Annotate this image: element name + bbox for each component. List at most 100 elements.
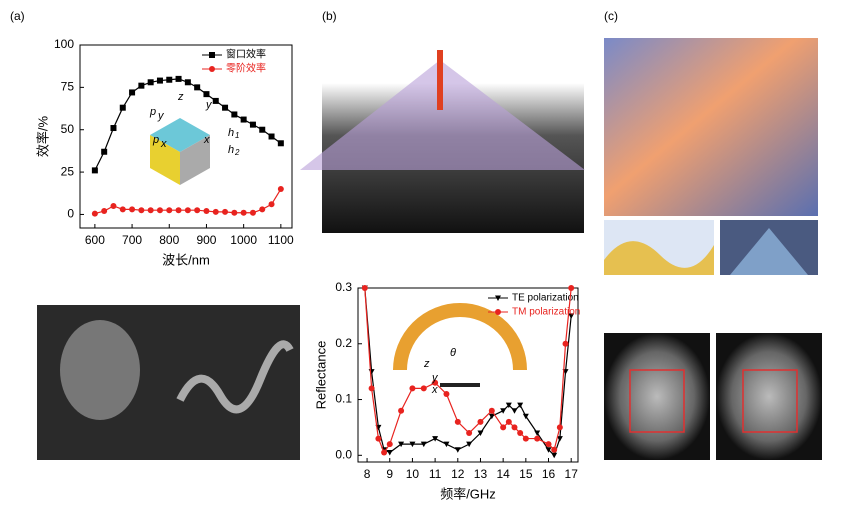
x-tick-label: 12 <box>451 467 465 481</box>
speckle-image <box>604 333 710 460</box>
marker <box>556 424 563 431</box>
marker <box>166 207 173 214</box>
x-tick-label: 15 <box>519 467 533 481</box>
x-tick-label: 11 <box>429 467 442 481</box>
marker <box>505 402 512 409</box>
x-tick-label: 1100 <box>268 233 294 247</box>
marker <box>420 385 427 392</box>
marker <box>222 104 229 111</box>
marker <box>203 208 210 215</box>
marker <box>277 140 284 147</box>
x-tick-label: 8 <box>364 467 371 481</box>
x-tick-label: 10 <box>406 467 420 481</box>
marker <box>432 379 439 386</box>
marker <box>368 369 375 375</box>
marker <box>138 207 145 214</box>
inset-label: y <box>205 99 213 111</box>
marker <box>361 285 368 291</box>
frame <box>629 369 685 433</box>
marker <box>443 441 450 448</box>
formula-shape <box>176 340 294 414</box>
legend-marker <box>209 52 215 58</box>
inset-label: 1 <box>235 131 239 140</box>
marker <box>568 285 575 291</box>
marker <box>545 447 552 453</box>
x-tick-label: 800 <box>159 233 179 247</box>
marker <box>551 452 558 459</box>
marker <box>477 418 484 425</box>
marker <box>534 435 541 442</box>
marker <box>562 340 569 347</box>
marker <box>101 148 108 155</box>
legend-marker <box>209 66 215 72</box>
x-tick-label: 700 <box>122 233 142 247</box>
x-tick-label: 17 <box>565 467 579 481</box>
marker <box>91 167 98 174</box>
y-tick-label: 0.1 <box>335 392 352 406</box>
marker <box>551 446 558 453</box>
inset-shape <box>150 135 180 185</box>
panel-label: (b) <box>322 9 337 23</box>
plot-frame <box>79 44 293 229</box>
marker <box>277 186 284 193</box>
inset-label: h <box>228 127 234 139</box>
inset-label: p <box>149 106 156 118</box>
marker <box>119 206 126 213</box>
marker <box>522 435 529 442</box>
marker <box>534 430 541 436</box>
marker <box>91 210 98 217</box>
marker <box>375 435 382 442</box>
marker <box>511 424 518 431</box>
marker <box>477 430 484 436</box>
plot-frame <box>357 287 579 463</box>
marker <box>110 202 117 209</box>
marker <box>119 104 126 111</box>
inset-arc <box>393 303 527 371</box>
frame <box>742 369 798 433</box>
inset-label: x <box>431 384 438 396</box>
marker <box>194 84 201 91</box>
inset-label: p <box>152 134 159 146</box>
marker <box>175 207 182 214</box>
marker <box>432 436 439 442</box>
legend-marker <box>495 309 501 315</box>
legend-label: 零阶效率 <box>226 62 266 75</box>
inset-label: x <box>203 134 210 146</box>
legend-label: TE polarization <box>512 293 579 304</box>
marker <box>488 413 495 420</box>
marker <box>454 418 461 425</box>
x-tick-label: 600 <box>85 233 105 247</box>
marker <box>517 402 524 409</box>
inset-label: z <box>177 91 184 103</box>
face-shape <box>60 320 140 420</box>
panel-label: (a) <box>10 9 25 23</box>
y-tick-label: 75 <box>61 80 75 94</box>
marker <box>231 111 238 118</box>
marker <box>386 450 393 456</box>
marker <box>156 207 163 214</box>
marker <box>517 430 524 436</box>
marker <box>409 441 416 448</box>
marker <box>568 313 575 319</box>
inset-label: 2 <box>234 148 240 157</box>
y-tick-label: 0.0 <box>335 447 352 461</box>
x-tick-label: 16 <box>542 467 556 481</box>
legend-marker <box>495 295 501 301</box>
marker <box>398 441 405 448</box>
marker <box>240 209 247 216</box>
x-tick-label: 9 <box>386 467 393 481</box>
marker <box>203 91 210 98</box>
marker <box>184 79 191 86</box>
x-axis-label: 波长/nm <box>162 252 210 267</box>
x-axis-label: 频率/GHz <box>440 486 496 501</box>
marker <box>466 430 473 436</box>
marker <box>147 207 154 214</box>
x-tick-label: 14 <box>496 467 510 481</box>
marker <box>249 121 256 128</box>
inset-label: x <box>160 138 167 150</box>
y-tick-label: 25 <box>61 164 75 178</box>
y-tick-label: 0.2 <box>335 336 352 350</box>
marker <box>259 206 266 213</box>
marker <box>386 441 393 448</box>
marker <box>212 97 219 104</box>
